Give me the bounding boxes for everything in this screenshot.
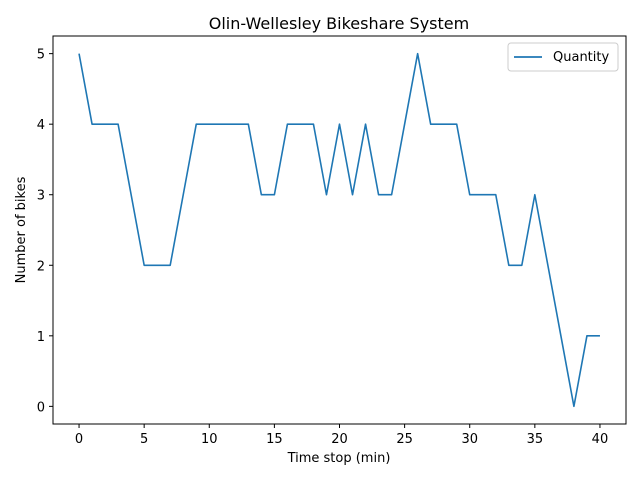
series-line-quantity: [78, 52, 600, 408]
x-tick-label: 15: [266, 432, 283, 447]
plot-frame: [52, 35, 627, 425]
x-tick-label: 35: [527, 432, 544, 447]
legend: Quantity: [507, 42, 619, 72]
y-tick-label: 4: [37, 118, 45, 133]
x-tick-label: 25: [396, 432, 413, 447]
y-tick-label: 1: [37, 330, 45, 345]
x-axis: 0 5 10 15 20 25 30 35 40: [75, 424, 608, 447]
x-tick-label: 20: [331, 432, 348, 447]
x-tick-label: 10: [201, 432, 218, 447]
legend-box: [507, 42, 619, 72]
x-tick-label: 0: [75, 432, 83, 447]
x-tick-label: 40: [592, 432, 609, 447]
y-tick-label: 2: [37, 259, 45, 274]
x-axis-label: Time stop (min): [287, 451, 391, 466]
y-tick-label: 5: [37, 48, 45, 63]
y-tick-label: 0: [37, 400, 45, 415]
x-tick-label: 30: [461, 432, 478, 447]
chart-title: Olin-Wellesley Bikeshare System: [209, 14, 469, 33]
y-tick-label: 3: [37, 189, 45, 204]
y-axis: 0 1 2 3 4 5: [37, 48, 53, 415]
y-axis-label: Number of bikes: [14, 176, 29, 283]
x-tick-label: 5: [140, 432, 148, 447]
legend-label: Quantity: [553, 50, 609, 65]
series-layer: [78, 52, 600, 408]
plot-area: [52, 35, 627, 425]
